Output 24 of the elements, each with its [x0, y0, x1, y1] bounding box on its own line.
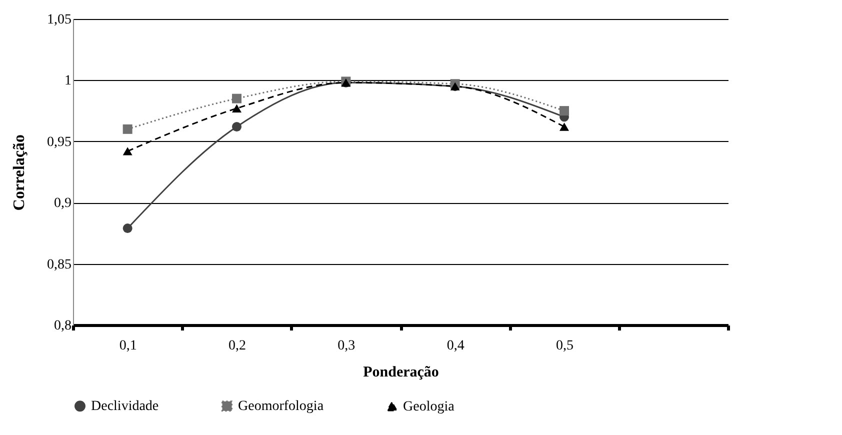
- y-tick-label: 0,85: [47, 257, 72, 272]
- point: [560, 106, 569, 116]
- y-tick-label: 1: [64, 74, 72, 89]
- x-tick-label: 0,5: [556, 338, 574, 354]
- point: [232, 122, 242, 132]
- point: [122, 124, 132, 134]
- x-axis-title: Ponderação: [363, 364, 439, 380]
- point: [122, 224, 132, 234]
- legend-label: Declividade: [91, 399, 159, 414]
- y-tick-label: 1,05: [47, 12, 72, 28]
- y-axis-title: Correlação: [11, 134, 28, 211]
- y-tick-label: 0,8: [54, 318, 72, 334]
- x-tick-label: 0,4: [446, 338, 464, 354]
- point: [560, 122, 569, 131]
- point: [232, 94, 242, 104]
- x-tick-label: 0,1: [119, 338, 137, 354]
- y-tick-label: 0,9: [54, 196, 72, 212]
- point: [122, 147, 132, 156]
- legend-label: Geomorfologia: [238, 399, 324, 414]
- point: [232, 104, 242, 112]
- x-tick-label: 0,2: [228, 338, 246, 354]
- x-tick-label: 0,3: [338, 338, 356, 354]
- y-tick-label: 0,95: [47, 134, 72, 150]
- legend-label: Geologia: [403, 399, 456, 414]
